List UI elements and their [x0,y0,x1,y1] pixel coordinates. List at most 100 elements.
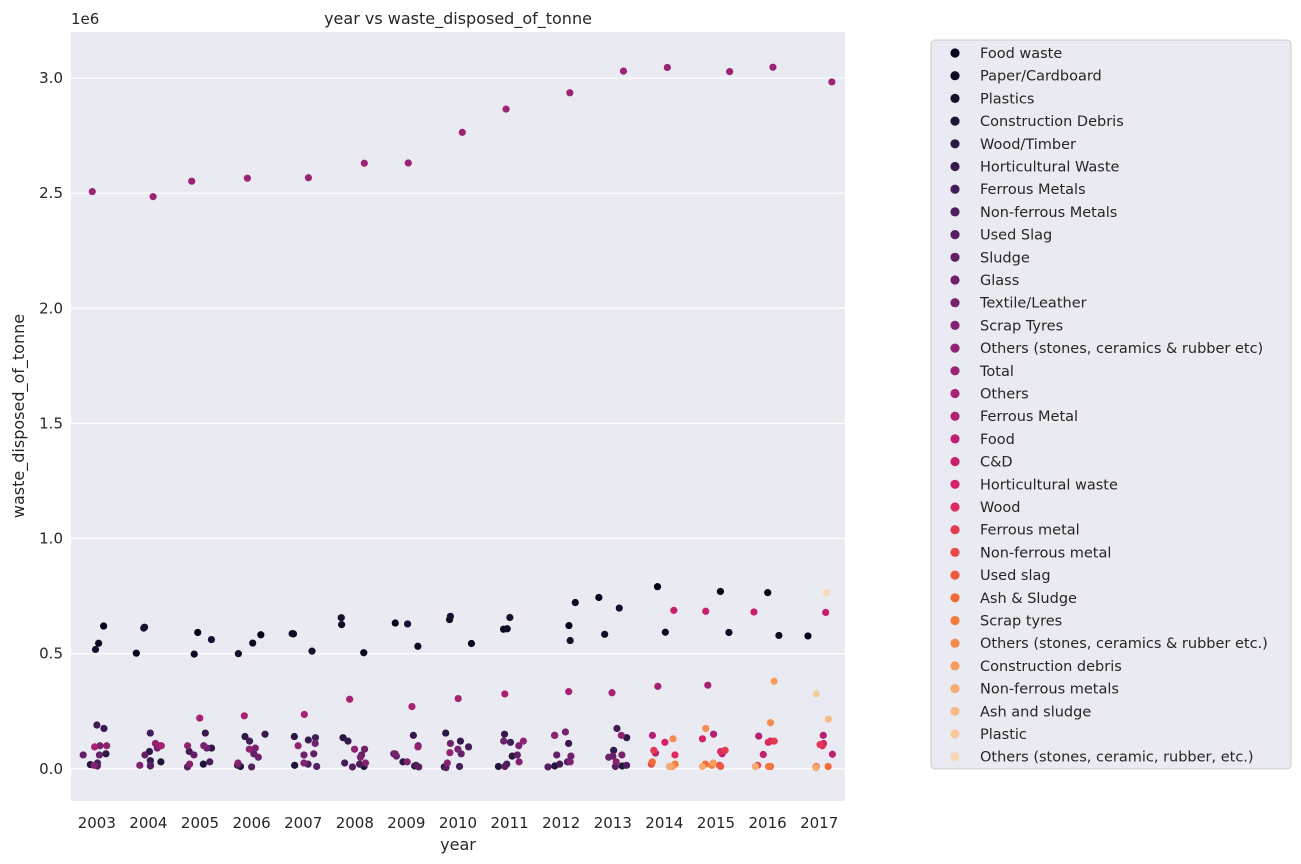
data-point [100,622,108,630]
legend-label: Scrap tyres [980,614,1062,630]
data-point [566,758,574,766]
data-point [824,715,833,723]
data-point [770,737,778,745]
data-point [623,734,631,742]
y-tick-labels: 0.0 0.5 1.0 1.5 2.0 2.5 3.0 [39,69,63,778]
data-point [822,589,831,597]
legend-label: Wood [980,500,1020,516]
legend-label: Ferrous metal [980,523,1080,539]
data-point [391,750,399,758]
data-point [566,89,574,97]
data-point [759,750,767,759]
data-point [454,745,462,753]
legend-marker [950,343,960,353]
x-tick-label: 2013 [594,814,632,832]
data-point [404,159,412,167]
legend-marker [950,479,960,489]
data-point [304,736,312,744]
data-point [136,761,144,769]
data-point [812,690,820,698]
legend-marker [950,502,960,512]
legend-marker [950,93,960,103]
data-point [91,645,100,654]
data-point [247,763,256,771]
data-point [804,632,812,640]
data-point [661,628,669,636]
data-point [207,636,216,644]
data-point [613,724,621,733]
data-point [290,732,298,741]
data-point [93,721,101,729]
legend-marker [950,48,960,58]
chart-title: year vs waste_disposed_of_tonne [324,9,592,29]
legend-label: Food waste [980,46,1062,62]
data-point [446,749,454,757]
legend-label: Non-ferrous metals [980,682,1119,698]
data-point [717,762,725,771]
data-point [337,614,345,622]
data-point [709,730,718,738]
data-point [188,177,196,185]
x-tick-label: 2004 [129,814,167,832]
data-point [751,762,759,771]
data-point [360,159,368,167]
data-point [443,759,451,767]
legend-marker [950,230,960,240]
data-point [102,750,110,758]
data-point [500,730,509,738]
data-point [196,714,204,722]
data-point [665,762,673,771]
data-point [698,735,707,743]
data-point [671,751,679,759]
legend-marker [950,71,960,81]
data-point [199,760,207,768]
legend-marker [950,275,960,285]
data-point [566,636,574,645]
data-point [770,677,778,685]
data-point [506,738,515,746]
data-point [360,745,369,753]
data-point [824,762,832,771]
data-point [828,750,836,758]
legend-label: Ferrous Metal [980,409,1078,425]
data-point [764,589,772,597]
data-point [669,735,677,743]
data-point [243,174,251,182]
data-point [567,752,575,760]
data-point [618,751,626,759]
y-tick-label: 3.0 [39,69,63,87]
x-tick-labels: 2003 2004 2005 2006 2007 2008 2009 2010 2011 2012… [78,814,839,832]
data-point [454,694,462,703]
data-point [88,187,96,196]
legend-marker [950,729,960,739]
data-point [140,624,148,632]
data-point [551,731,559,739]
data-point [515,742,523,750]
legend-marker [950,207,960,217]
legend-label: Sludge [980,250,1030,266]
data-point [185,760,194,768]
data-point [103,742,111,750]
data-point [100,724,108,733]
legend-marker [950,547,960,558]
data-point [414,642,422,650]
data-point [502,105,510,113]
data-point [605,753,613,761]
data-point [403,620,412,628]
data-point [648,758,656,766]
data-point [617,731,625,739]
y-tick-label: 1.0 [39,530,63,548]
data-point [157,758,165,766]
data-point [464,743,473,751]
data-point [201,729,209,737]
data-point [764,738,772,746]
x-tick-label: 2003 [78,814,116,832]
legend-marker [950,706,960,716]
data-point [356,753,365,761]
legend-marker [950,661,960,671]
data-point [721,746,729,754]
data-point [654,682,662,690]
data-point [494,762,503,771]
data-point [350,745,359,753]
legend-marker [950,684,960,694]
